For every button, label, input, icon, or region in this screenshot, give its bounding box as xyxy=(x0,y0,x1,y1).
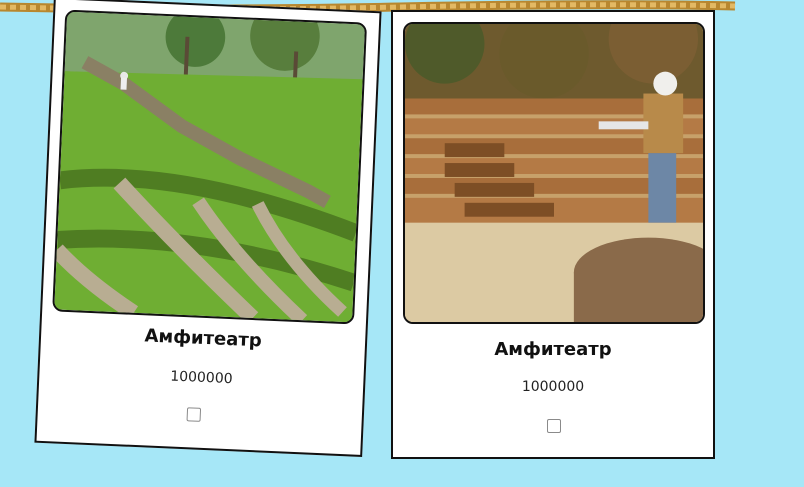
wooden-amphitheater-photo xyxy=(403,22,705,324)
card-title: Амфитеатр xyxy=(144,325,263,352)
select-checkbox[interactable] xyxy=(547,419,561,433)
product-card[interactable]: Амфитеатр 1000000 xyxy=(34,0,382,457)
card-title: Амфитеатр xyxy=(494,339,612,360)
card-price: 1000000 xyxy=(521,379,585,395)
select-checkbox[interactable] xyxy=(186,407,202,422)
grass-amphitheater-photo xyxy=(52,9,368,325)
card-price: 1000000 xyxy=(169,368,233,388)
product-card[interactable]: Амфитеатр 1000000 xyxy=(391,10,715,459)
